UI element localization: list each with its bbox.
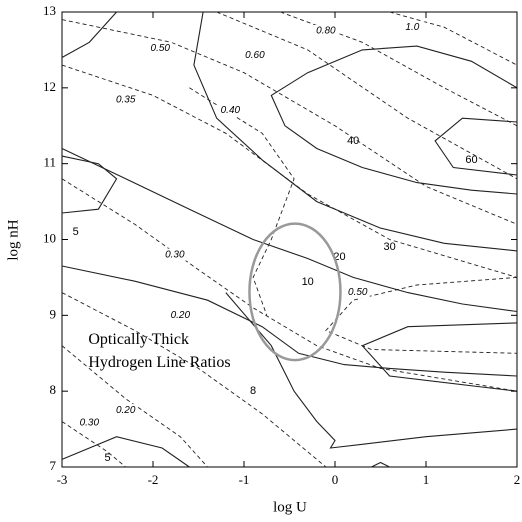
label-bg [241,385,266,398]
x-tick-label: -1 [239,472,250,487]
contour-line [325,276,518,354]
label-bg [377,241,402,254]
y-tick-label: 8 [50,382,57,397]
label-bg [63,225,88,238]
contour-label: 60 [465,154,477,166]
contour-line [270,45,518,195]
contour-label: 0.80 [316,26,336,37]
x-axis-label: log U [273,499,307,515]
contour-line [389,11,518,66]
label-bg [242,49,267,62]
contour-line [61,292,327,468]
contour-label: 0.40 [221,105,241,116]
x-tick-label: -2 [148,472,159,487]
annotation: Hydrogen Line Ratios [88,354,230,371]
label-bg [295,275,320,288]
contour-line [61,155,118,214]
contour-label: 0.35 [116,95,136,106]
plot-frame [61,11,518,468]
contour-line [434,117,518,176]
contour-label: 1.0 [405,22,419,33]
contour-line [61,64,518,278]
contour-line [371,461,390,468]
label-bg [345,286,370,299]
y-tick-label: 7 [50,458,57,473]
y-tick-label: 9 [50,306,57,321]
x-tick-label: 0 [332,472,339,487]
contour-line [361,322,518,392]
label-bg [113,404,138,417]
label-bg [148,42,173,55]
label-bg [327,250,352,263]
contour-label: 10 [302,276,314,288]
contour-line [61,345,208,468]
y-tick-label: 12 [43,79,56,94]
y-tick-label: 10 [43,230,56,245]
contour-line [193,11,518,252]
contour-line [61,265,518,377]
label-bg [341,134,366,147]
contour-line [61,421,126,468]
label-bg [95,451,120,464]
x-tick-label: 2 [514,472,521,487]
contour-label: 5 [104,452,110,464]
x-tick-label: 1 [423,472,430,487]
region-ellipse [248,222,342,362]
contour-label: 30 [383,241,395,253]
contour-label: 8 [250,385,256,397]
label-bg [162,248,187,261]
label-bg [218,104,243,117]
contour-label: 40 [347,135,359,147]
contour-label: 5 [73,226,79,238]
contour-label: 0.60 [245,50,265,61]
contour-line [61,19,518,225]
label-bg [77,417,102,430]
y-tick-label: 13 [43,3,56,18]
label-bg [113,93,138,106]
contour-line [61,148,518,313]
contour-line [189,87,295,316]
y-tick-label: 11 [43,155,56,170]
contour-label: 0.50 [151,43,171,54]
label-bg [459,153,484,166]
contour-label: 0.30 [165,249,185,260]
contour-line [225,292,518,449]
contour-label: 0.50 [348,287,368,298]
contour-label: 0.30 [80,418,100,429]
label-bg [168,309,193,322]
y-axis-label: log nH [5,219,21,260]
annotation: Optically Thick [88,331,189,348]
label-bg [400,21,425,34]
contour-line [61,436,190,468]
contour-line [61,11,118,58]
contour-line [216,11,518,180]
contour-line [61,178,518,392]
label-bg [313,24,338,37]
x-tick-label: -3 [57,472,68,487]
contour-label: 0.20 [171,310,191,321]
contour-label: 0.20 [116,405,136,416]
